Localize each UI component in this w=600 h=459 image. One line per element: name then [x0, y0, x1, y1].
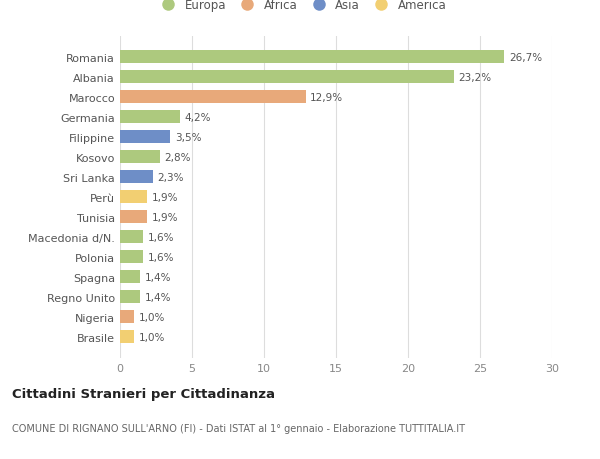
Bar [120, 231, 143, 244]
Bar [120, 211, 148, 224]
Bar [120, 191, 148, 204]
Bar [120, 291, 140, 303]
Bar [120, 111, 181, 124]
Bar [120, 330, 134, 343]
Text: 1,9%: 1,9% [152, 213, 178, 222]
Bar [120, 51, 505, 64]
Text: 4,2%: 4,2% [185, 112, 211, 123]
Text: 1,6%: 1,6% [148, 252, 174, 262]
Text: 3,5%: 3,5% [175, 133, 201, 143]
Bar [120, 251, 143, 263]
Text: 1,9%: 1,9% [152, 192, 178, 202]
Bar [120, 171, 153, 184]
Text: 23,2%: 23,2% [458, 73, 491, 83]
Bar [120, 151, 160, 164]
Bar [120, 311, 134, 324]
Text: 1,4%: 1,4% [145, 292, 171, 302]
Text: 1,6%: 1,6% [148, 232, 174, 242]
Legend: Europa, Africa, Asia, America: Europa, Africa, Asia, America [156, 0, 446, 12]
Bar [120, 71, 454, 84]
Text: 1,4%: 1,4% [145, 272, 171, 282]
Text: 1,0%: 1,0% [139, 312, 165, 322]
Bar [120, 91, 306, 104]
Bar [120, 271, 140, 284]
Text: 12,9%: 12,9% [310, 93, 343, 103]
Text: COMUNE DI RIGNANO SULL'ARNO (FI) - Dati ISTAT al 1° gennaio - Elaborazione TUTTI: COMUNE DI RIGNANO SULL'ARNO (FI) - Dati … [12, 424, 465, 433]
Text: 1,0%: 1,0% [139, 332, 165, 342]
Text: 2,3%: 2,3% [157, 173, 184, 182]
Text: 2,8%: 2,8% [164, 152, 191, 162]
Bar [120, 131, 170, 144]
Text: 26,7%: 26,7% [509, 53, 542, 63]
Text: Cittadini Stranieri per Cittadinanza: Cittadini Stranieri per Cittadinanza [12, 387, 275, 400]
